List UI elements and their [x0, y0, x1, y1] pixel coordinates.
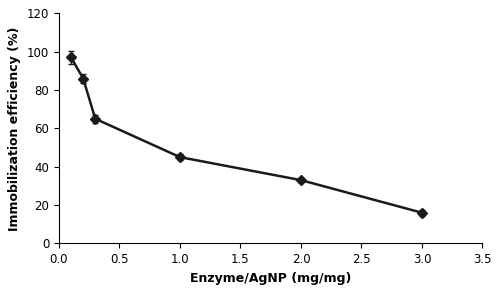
- Y-axis label: Immobilization efficiency (%): Immobilization efficiency (%): [8, 26, 22, 231]
- X-axis label: Enzyme/AgNP (mg/mg): Enzyme/AgNP (mg/mg): [190, 272, 352, 285]
